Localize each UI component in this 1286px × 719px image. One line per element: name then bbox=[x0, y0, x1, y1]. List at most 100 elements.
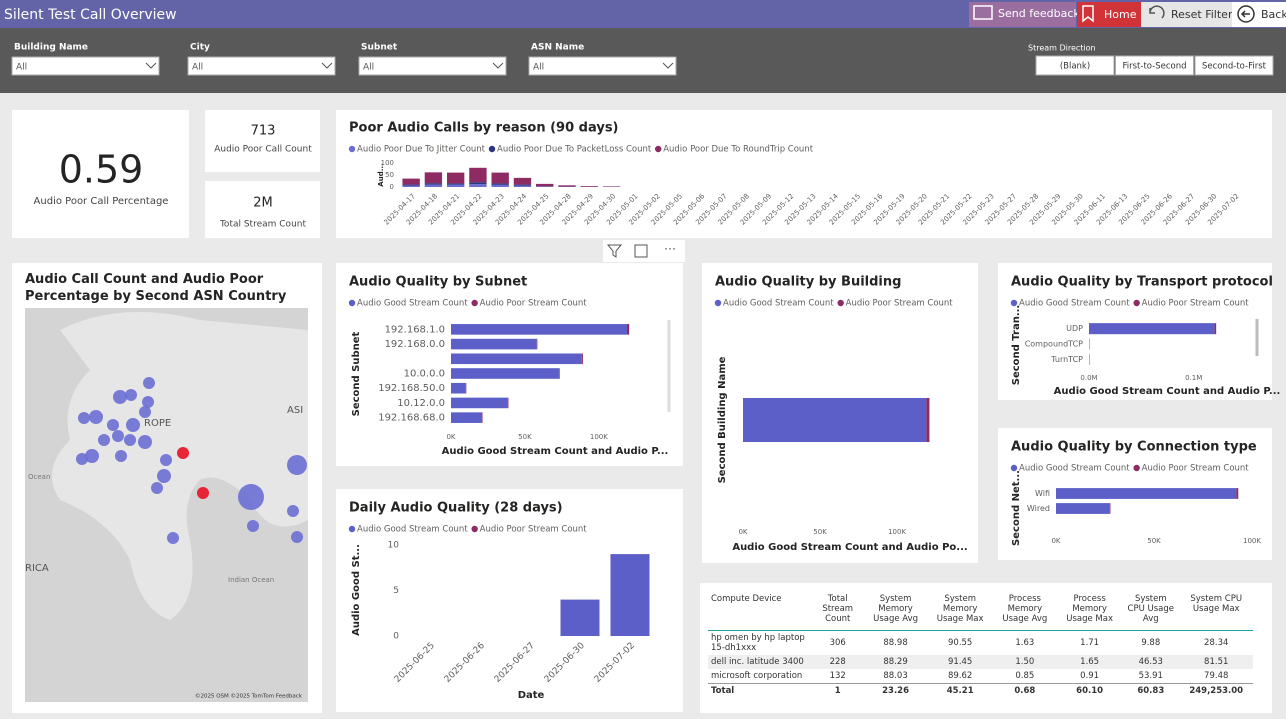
bar-segment bbox=[558, 185, 576, 187]
bubble bbox=[142, 396, 154, 408]
slicer-button[interactable] bbox=[1115, 55, 1194, 76]
bar-segment bbox=[491, 172, 509, 184]
dropdown-value[interactable]: All bbox=[16, 63, 27, 73]
bar-segment bbox=[491, 183, 509, 185]
stream-direction-options: (Blank) First-to-Second Second-to-First bbox=[1035, 55, 1274, 76]
map-label: ASI bbox=[287, 405, 303, 416]
bar-segment bbox=[926, 398, 930, 442]
slicer-option[interactable]: (Blank) bbox=[1060, 62, 1090, 72]
chart-title: Daily Audio Quality (28 days) bbox=[349, 501, 563, 516]
y-tick-label: 10 bbox=[388, 541, 400, 551]
dropdown[interactable] bbox=[11, 56, 160, 76]
column-header: Compute Device bbox=[708, 594, 812, 631]
bar-segment bbox=[451, 338, 537, 350]
bar-segment bbox=[402, 178, 420, 185]
legend-label: Audio Good Stream Count bbox=[1019, 464, 1130, 474]
bar-segment bbox=[451, 324, 627, 335]
bar-segment bbox=[1056, 488, 1237, 499]
more-options[interactable]: ⋯ bbox=[664, 242, 676, 256]
back-label[interactable]: Back bbox=[1261, 8, 1286, 21]
slicer-option[interactable]: Second-to-First bbox=[1202, 62, 1267, 72]
column-header: Process Memory Usage Max bbox=[1057, 594, 1123, 631]
y-tick-label: 100 bbox=[381, 159, 394, 167]
y-tick-label: 0 bbox=[393, 632, 399, 642]
column-header: System Memory Usage Max bbox=[927, 594, 993, 631]
table-cell: Total bbox=[708, 683, 812, 698]
card-label: Audio Poor Call Count bbox=[214, 145, 312, 155]
table-cell: 228 bbox=[812, 655, 864, 669]
x-tick-label: 100K bbox=[590, 433, 608, 441]
dropdown-value[interactable]: All bbox=[533, 63, 544, 73]
x-axis-title: Date bbox=[518, 690, 545, 701]
table-cell: 89.62 bbox=[948, 671, 973, 681]
bubble bbox=[238, 484, 264, 510]
bubble-poor bbox=[197, 487, 209, 499]
bar-segment bbox=[469, 182, 487, 185]
card bbox=[12, 110, 189, 238]
y-tick-label: 192.168.0.0 bbox=[385, 339, 445, 350]
filter-icon[interactable] bbox=[606, 244, 623, 258]
bar-segment bbox=[446, 184, 465, 187]
chevron bbox=[662, 62, 674, 69]
bar-segment bbox=[402, 185, 420, 187]
bar-segment bbox=[536, 338, 538, 350]
bar-segment bbox=[451, 368, 559, 379]
table-cell: 9.88 bbox=[1141, 638, 1161, 648]
focus-icon[interactable] bbox=[634, 244, 648, 258]
panel bbox=[336, 263, 683, 466]
total-row: Total 1 23.26 45.21 0.68 60.10 60.83 249,253.00 bbox=[708, 683, 1253, 698]
dropdown[interactable] bbox=[528, 56, 677, 76]
y-tick-label: 0 bbox=[390, 183, 394, 191]
header-row: Compute Device Total Stream Count System M… bbox=[708, 594, 1253, 631]
dropdown-value[interactable]: All bbox=[363, 63, 374, 73]
stream-direction-label: Stream Direction bbox=[1028, 44, 1096, 53]
bubble bbox=[113, 390, 127, 404]
table-cell: 306 bbox=[829, 638, 846, 648]
bar-segment bbox=[451, 412, 483, 423]
slicer-button[interactable] bbox=[1194, 55, 1274, 76]
legend-marker bbox=[348, 299, 356, 307]
y-tick-label: 10.0.0.0 bbox=[404, 369, 445, 380]
x-tick-label: 0K bbox=[1051, 537, 1060, 545]
bubble bbox=[76, 453, 88, 465]
table-cell: 1.71 bbox=[1080, 638, 1100, 648]
legend-marker bbox=[655, 145, 662, 153]
bubble bbox=[157, 469, 171, 483]
y-axis-title: Second Building Name bbox=[717, 356, 728, 483]
bar-segment bbox=[451, 382, 466, 394]
column-header: Total Stream Count bbox=[812, 594, 864, 631]
legend-marker bbox=[837, 299, 844, 307]
bubble bbox=[107, 419, 119, 431]
feedback-label[interactable]: Send feedback bbox=[998, 7, 1080, 20]
y-axis-title: Aud... bbox=[377, 163, 385, 186]
bubble bbox=[291, 531, 303, 543]
dropdown[interactable] bbox=[187, 56, 336, 76]
dropdown-value[interactable]: All bbox=[192, 63, 203, 73]
legend-marker bbox=[714, 299, 722, 307]
x-tick-label: 0K bbox=[446, 433, 455, 441]
reset-label[interactable]: Reset Filters bbox=[1171, 8, 1238, 21]
table-cell: 0.85 bbox=[1015, 671, 1035, 681]
land bbox=[52, 312, 308, 620]
chart-title: Audio Quality by Building bbox=[715, 275, 901, 290]
back-button[interactable] bbox=[1232, 2, 1286, 27]
x-axis-title: Audio Good Stream Count and Audio Po... bbox=[732, 542, 967, 553]
chart-title: Audio Quality by Subnet bbox=[349, 275, 527, 290]
bar-segment bbox=[513, 184, 532, 186]
chevron bbox=[145, 62, 157, 69]
y-axis-title: Second Net... bbox=[1011, 470, 1022, 546]
map-attribution: ©2025 OSM ©2025 TomTom Feedback bbox=[195, 693, 303, 700]
table-row: microsoft corporation 132 88.03 89.62 0.85 0.… bbox=[708, 669, 1253, 684]
y-axis-title: Second Subnet bbox=[351, 331, 362, 416]
table-cell: hp omen by hp laptop 15-dh1xxx bbox=[711, 633, 805, 653]
slicer-button[interactable] bbox=[1035, 55, 1115, 76]
bar-segment bbox=[1214, 323, 1217, 335]
slicer-option[interactable]: First-to-Second bbox=[1123, 62, 1187, 72]
legend-marker bbox=[348, 145, 356, 153]
dropdown[interactable] bbox=[358, 56, 507, 76]
table-cell: 1.63 bbox=[1015, 638, 1035, 648]
home-label[interactable]: Home bbox=[1104, 8, 1137, 21]
bar-segment bbox=[465, 382, 467, 394]
table-row: dell inc. latitude 3400 228 88.29 91.45 1.50… bbox=[708, 655, 1253, 669]
